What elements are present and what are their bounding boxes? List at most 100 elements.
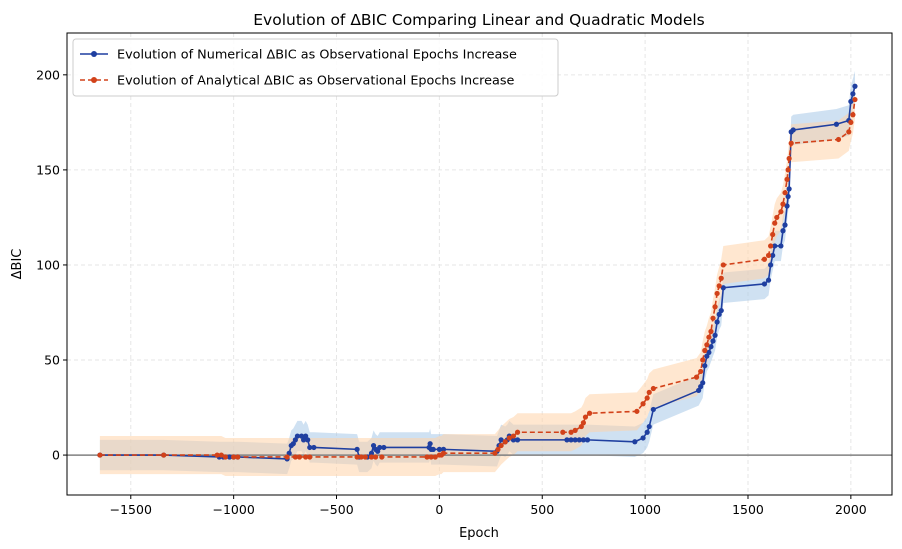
data-point-numerical (514, 437, 521, 443)
data-point-numerical (305, 437, 311, 443)
data-point-analytical (568, 429, 574, 435)
legend-label-analytical: Evolution of Analytical ΔBIC as Observat… (117, 74, 515, 89)
data-point-numerical (375, 448, 381, 454)
data-point-analytical (770, 231, 776, 238)
data-point-analytical (768, 243, 774, 249)
data-point-analytical (292, 454, 298, 460)
y-tick-label: 200 (36, 67, 60, 82)
data-point-analytical (772, 220, 778, 226)
data-point-analytical (218, 452, 224, 458)
data-point-numerical (716, 311, 722, 317)
data-point-analytical (785, 167, 791, 173)
data-point-analytical (702, 347, 708, 354)
data-point-numerical (290, 441, 296, 447)
y-axis: 0 50 100 150 200 (36, 67, 67, 463)
legend-marker-numerical (91, 51, 97, 57)
data-point-numerical (294, 433, 301, 439)
data-point-analytical (780, 201, 786, 207)
data-point-analytical (284, 454, 290, 460)
data-point-numerical (303, 433, 309, 439)
data-point-analytical (650, 385, 656, 392)
legend-box (72, 38, 559, 97)
uncertainty-band-analytical (99, 80, 855, 476)
y-tick-label: 150 (36, 162, 60, 177)
data-point-numerical (436, 446, 442, 452)
data-point-analytical (495, 446, 501, 452)
data-point-analytical (354, 454, 360, 460)
data-point-analytical (646, 389, 652, 395)
y-axis-label: ΔBIC (10, 249, 25, 280)
data-point-numerical (784, 203, 790, 209)
data-point-analytical (718, 275, 724, 281)
data-point-analytical (700, 357, 706, 363)
data-point-numerical (640, 435, 646, 441)
data-point-analytical (850, 112, 856, 118)
data-point-numerical (778, 243, 784, 249)
data-point-numerical (780, 228, 786, 234)
data-point-numerical (720, 285, 726, 291)
data-point-analytical (296, 454, 303, 460)
data-point-analytical (580, 420, 586, 426)
data-point-analytical (214, 452, 220, 458)
data-point-analytical (440, 450, 447, 456)
data-point-numerical (430, 446, 436, 452)
data-point-analytical (765, 252, 772, 259)
data-point-analytical (782, 190, 788, 196)
data-point-analytical (761, 256, 768, 262)
data-point-numerical (427, 441, 433, 447)
data-point-analytical (704, 342, 710, 348)
data-point-numerical (702, 363, 708, 369)
data-point-analytical (222, 454, 229, 460)
legend: Evolution of Numerical ΔBIC as Observati… (72, 38, 559, 97)
y-tick-label: 100 (36, 257, 60, 272)
data-point-numerical (226, 454, 233, 460)
data-point-analytical (706, 334, 712, 340)
legend-label-numerical: Evolution of Numerical ΔBIC as Observati… (117, 48, 517, 63)
data-point-analytical (514, 429, 521, 435)
data-point-analytical (644, 395, 650, 401)
x-tick-label: −1500 (110, 502, 152, 517)
chart-title: Evolution of ΔBIC Comparing Linear and Q… (253, 11, 705, 29)
plot-area (66, 32, 893, 496)
data-point-numerical (765, 277, 772, 283)
data-point-analytical (235, 454, 241, 460)
data-point-numerical (646, 423, 652, 430)
data-point-analytical (634, 408, 640, 414)
data-point-analytical (788, 140, 794, 146)
x-tick-label: −1000 (212, 502, 254, 517)
data-point-numerical (311, 444, 317, 451)
data-point-analytical (693, 374, 700, 380)
data-point-numerical (377, 444, 383, 451)
data-point-numerical (785, 193, 791, 200)
data-point-analytical (498, 442, 504, 449)
data-point-numerical (368, 450, 375, 456)
data-point-numerical (710, 338, 716, 344)
data-point-numerical (768, 262, 774, 268)
x-tick-label: 2000 (835, 502, 867, 517)
data-point-numerical (576, 437, 582, 443)
y-tick-label: 50 (44, 353, 60, 368)
data-point-analytical (432, 454, 438, 460)
data-point-analytical (846, 129, 852, 135)
data-point-analytical (506, 435, 512, 441)
data-point-numerical (650, 406, 656, 413)
data-point-numerical (568, 437, 574, 443)
data-point-analytical (502, 439, 508, 445)
x-axis: −1500 −1000 −500 0 500 1000 1500 2000 (110, 495, 867, 517)
data-point-analytical (373, 454, 379, 460)
data-point-analytical (368, 454, 375, 460)
data-point-numerical (307, 444, 313, 451)
data-point-numerical (584, 437, 591, 443)
data-point-analytical (774, 214, 780, 221)
data-point-analytical (708, 328, 714, 335)
data-point-analytical (712, 304, 718, 310)
data-point-analytical (786, 155, 792, 162)
x-tick-label: 500 (530, 502, 554, 517)
data-point-numerical (786, 186, 792, 192)
data-point-numerical (718, 307, 724, 314)
data-point-numerical (292, 437, 298, 443)
y-tick-label: 0 (52, 448, 60, 463)
data-point-analytical (720, 262, 726, 268)
data-point-analytical (852, 96, 858, 103)
